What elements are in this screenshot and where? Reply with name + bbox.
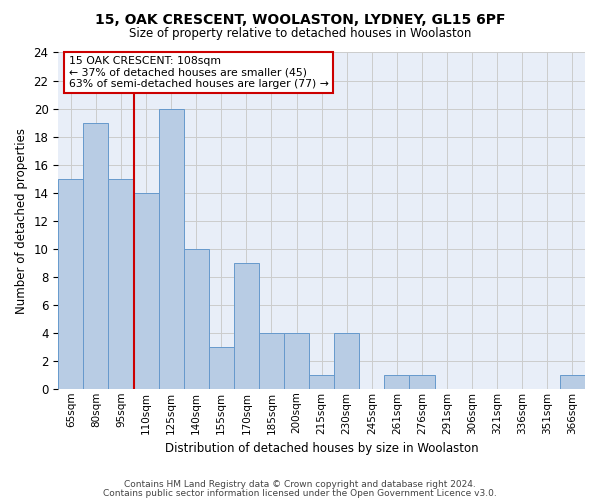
Bar: [83, 122, 109, 389]
Bar: [284, 332, 309, 389]
Bar: [334, 332, 359, 389]
Bar: [209, 346, 234, 389]
X-axis label: Distribution of detached houses by size in Woolaston: Distribution of detached houses by size …: [165, 442, 478, 455]
Bar: [409, 375, 434, 389]
Bar: [58, 178, 83, 389]
Bar: [158, 108, 184, 389]
Bar: [560, 375, 585, 389]
Bar: [385, 375, 409, 389]
Text: 15, OAK CRESCENT, WOOLASTON, LYDNEY, GL15 6PF: 15, OAK CRESCENT, WOOLASTON, LYDNEY, GL1…: [95, 12, 505, 26]
Text: Size of property relative to detached houses in Woolaston: Size of property relative to detached ho…: [129, 28, 471, 40]
Bar: [259, 332, 284, 389]
Text: Contains HM Land Registry data © Crown copyright and database right 2024.: Contains HM Land Registry data © Crown c…: [124, 480, 476, 489]
Bar: [134, 192, 158, 389]
Y-axis label: Number of detached properties: Number of detached properties: [15, 128, 28, 314]
Bar: [184, 248, 209, 389]
Bar: [309, 375, 334, 389]
Bar: [234, 262, 259, 389]
Text: Contains public sector information licensed under the Open Government Licence v3: Contains public sector information licen…: [103, 489, 497, 498]
Text: 15 OAK CRESCENT: 108sqm
← 37% of detached houses are smaller (45)
63% of semi-de: 15 OAK CRESCENT: 108sqm ← 37% of detache…: [69, 56, 329, 89]
Bar: [109, 178, 134, 389]
